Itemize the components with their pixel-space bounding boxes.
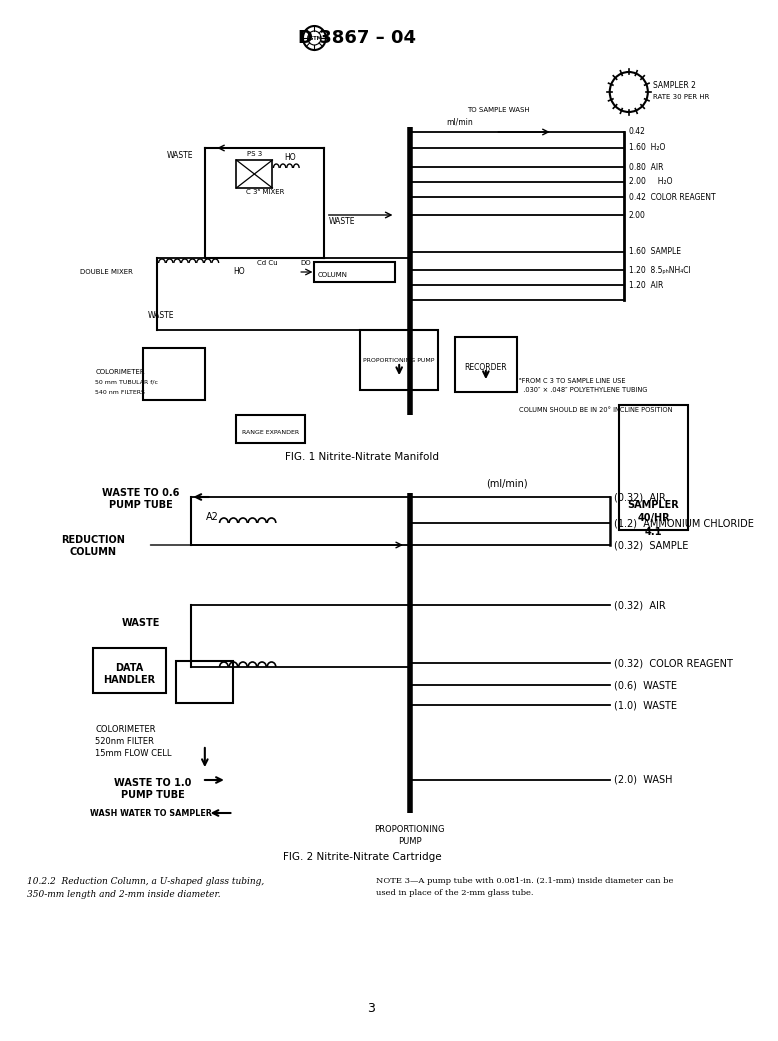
Text: PUMP TUBE: PUMP TUBE bbox=[121, 790, 184, 799]
Text: WASTE TO 1.0: WASTE TO 1.0 bbox=[114, 778, 191, 788]
Text: WASH WATER TO SAMPLER: WASH WATER TO SAMPLER bbox=[89, 809, 212, 817]
Text: 40/HR: 40/HR bbox=[637, 513, 670, 523]
Bar bbox=[237, 415, 305, 443]
Text: (2.0)  WASH: (2.0) WASH bbox=[615, 775, 673, 785]
Text: C 3ᵃ MIXER: C 3ᵃ MIXER bbox=[246, 189, 284, 195]
Text: 2.00: 2.00 bbox=[629, 210, 646, 220]
Text: 1.60  SAMPLE: 1.60 SAMPLE bbox=[629, 248, 681, 256]
Text: (0.32)  AIR: (0.32) AIR bbox=[615, 492, 666, 502]
Text: (0.32)  SAMPLE: (0.32) SAMPLE bbox=[615, 540, 689, 550]
Text: WASTE TO 0.6: WASTE TO 0.6 bbox=[103, 488, 180, 498]
Text: (0.32)  COLOR REAGENT: (0.32) COLOR REAGENT bbox=[615, 658, 734, 668]
Text: COLUMN SHOULD BE IN 20° INCLINE POSITION: COLUMN SHOULD BE IN 20° INCLINE POSITION bbox=[519, 407, 673, 413]
Text: 1.60  H₂O: 1.60 H₂O bbox=[629, 144, 665, 152]
Text: COLUMN: COLUMN bbox=[317, 272, 347, 278]
Bar bbox=[93, 648, 166, 693]
Text: 520nm FILTER: 520nm FILTER bbox=[95, 737, 154, 746]
Text: 50 mm TUBULAR f/c: 50 mm TUBULAR f/c bbox=[95, 380, 158, 384]
Text: 0.42  COLOR REAGENT: 0.42 COLOR REAGENT bbox=[629, 193, 716, 202]
Text: 15mm FLOW CELL: 15mm FLOW CELL bbox=[95, 750, 172, 759]
Text: 540 nm FILTERS: 540 nm FILTERS bbox=[95, 389, 145, 395]
Text: RECORDER: RECORDER bbox=[464, 362, 507, 372]
Text: ᵃFROM C 3 TO SAMPLE LINE USE
  .030″ × .048″ POLYETHYLENE TUBING: ᵃFROM C 3 TO SAMPLE LINE USE .030″ × .04… bbox=[519, 378, 647, 392]
Text: WASTE: WASTE bbox=[166, 151, 193, 159]
Text: COLORIMETER: COLORIMETER bbox=[95, 369, 145, 375]
Text: ASTM: ASTM bbox=[307, 35, 322, 41]
Text: (0.6)  WASTE: (0.6) WASTE bbox=[615, 680, 678, 690]
Text: 1.20  8.5ₚₕNH₄Cl: 1.20 8.5ₚₕNH₄Cl bbox=[629, 265, 691, 275]
Text: COLUMN: COLUMN bbox=[70, 547, 117, 557]
Bar bbox=[177, 661, 233, 703]
Text: FIG. 1 Nitrite-Nitrate Manifold: FIG. 1 Nitrite-Nitrate Manifold bbox=[285, 452, 439, 462]
Text: RANGE EXPANDER: RANGE EXPANDER bbox=[242, 430, 299, 434]
Text: D 3867 – 04: D 3867 – 04 bbox=[298, 29, 416, 47]
Text: 3: 3 bbox=[366, 1001, 374, 1015]
Text: DATA: DATA bbox=[115, 663, 144, 672]
Text: ml/min: ml/min bbox=[446, 118, 472, 127]
Text: 0.80  AIR: 0.80 AIR bbox=[629, 162, 664, 172]
Text: DOUBLE MIXER: DOUBLE MIXER bbox=[80, 269, 133, 275]
Text: HO: HO bbox=[233, 268, 245, 277]
Text: HO: HO bbox=[284, 153, 296, 162]
Text: TO SAMPLE WASH: TO SAMPLE WASH bbox=[467, 107, 530, 113]
Text: WASTE: WASTE bbox=[148, 310, 174, 320]
Text: WASTE: WASTE bbox=[328, 218, 356, 227]
Bar bbox=[619, 405, 688, 530]
Text: PROPORTIONING: PROPORTIONING bbox=[374, 826, 445, 835]
Text: (1.0)  WASTE: (1.0) WASTE bbox=[615, 700, 678, 710]
Text: 1.20  AIR: 1.20 AIR bbox=[629, 280, 663, 289]
Text: PUMP: PUMP bbox=[398, 838, 422, 846]
Text: 10.2.2  Reduction Column, a U-shaped glass tubing,
350-mm length and 2-mm inside: 10.2.2 Reduction Column, a U-shaped glas… bbox=[26, 877, 264, 899]
Text: PUMP TUBE: PUMP TUBE bbox=[109, 500, 173, 510]
Text: PROPORTIONING PUMP: PROPORTIONING PUMP bbox=[363, 357, 435, 362]
Text: Cd Cu: Cd Cu bbox=[258, 260, 278, 266]
Bar bbox=[314, 262, 395, 282]
Text: 0.42: 0.42 bbox=[629, 127, 646, 136]
Text: REDUCTION: REDUCTION bbox=[61, 535, 125, 545]
Text: FIG. 2 Nitrite-Nitrate Cartridge: FIG. 2 Nitrite-Nitrate Cartridge bbox=[282, 852, 441, 862]
Bar bbox=[455, 337, 517, 392]
Text: (1.2)  AMMONIUM CHLORIDE: (1.2) AMMONIUM CHLORIDE bbox=[615, 518, 755, 528]
Text: (0.32)  AIR: (0.32) AIR bbox=[615, 600, 666, 610]
Text: SAMPLER 2: SAMPLER 2 bbox=[653, 80, 696, 90]
Text: PS 3: PS 3 bbox=[247, 151, 262, 157]
Text: NOTE 3—A pump tube with 0.081-in. (2.1-mm) inside diameter can be
used in place : NOTE 3—A pump tube with 0.081-in. (2.1-m… bbox=[377, 877, 674, 896]
Text: (ml/min): (ml/min) bbox=[486, 478, 527, 488]
Text: 2.00     H₂O: 2.00 H₂O bbox=[629, 178, 672, 186]
Text: RATE 30 PER HR: RATE 30 PER HR bbox=[653, 94, 709, 100]
Text: HANDLER: HANDLER bbox=[103, 675, 156, 685]
Bar bbox=[143, 348, 205, 400]
Bar bbox=[360, 330, 438, 390]
Text: 4:1: 4:1 bbox=[645, 527, 662, 537]
Text: COLORIMETER: COLORIMETER bbox=[95, 726, 156, 735]
Text: SAMPLER: SAMPLER bbox=[628, 500, 679, 510]
Text: A2: A2 bbox=[206, 512, 219, 522]
Text: DO: DO bbox=[300, 260, 310, 266]
Text: WASTE: WASTE bbox=[122, 618, 160, 628]
Bar bbox=[237, 160, 272, 188]
